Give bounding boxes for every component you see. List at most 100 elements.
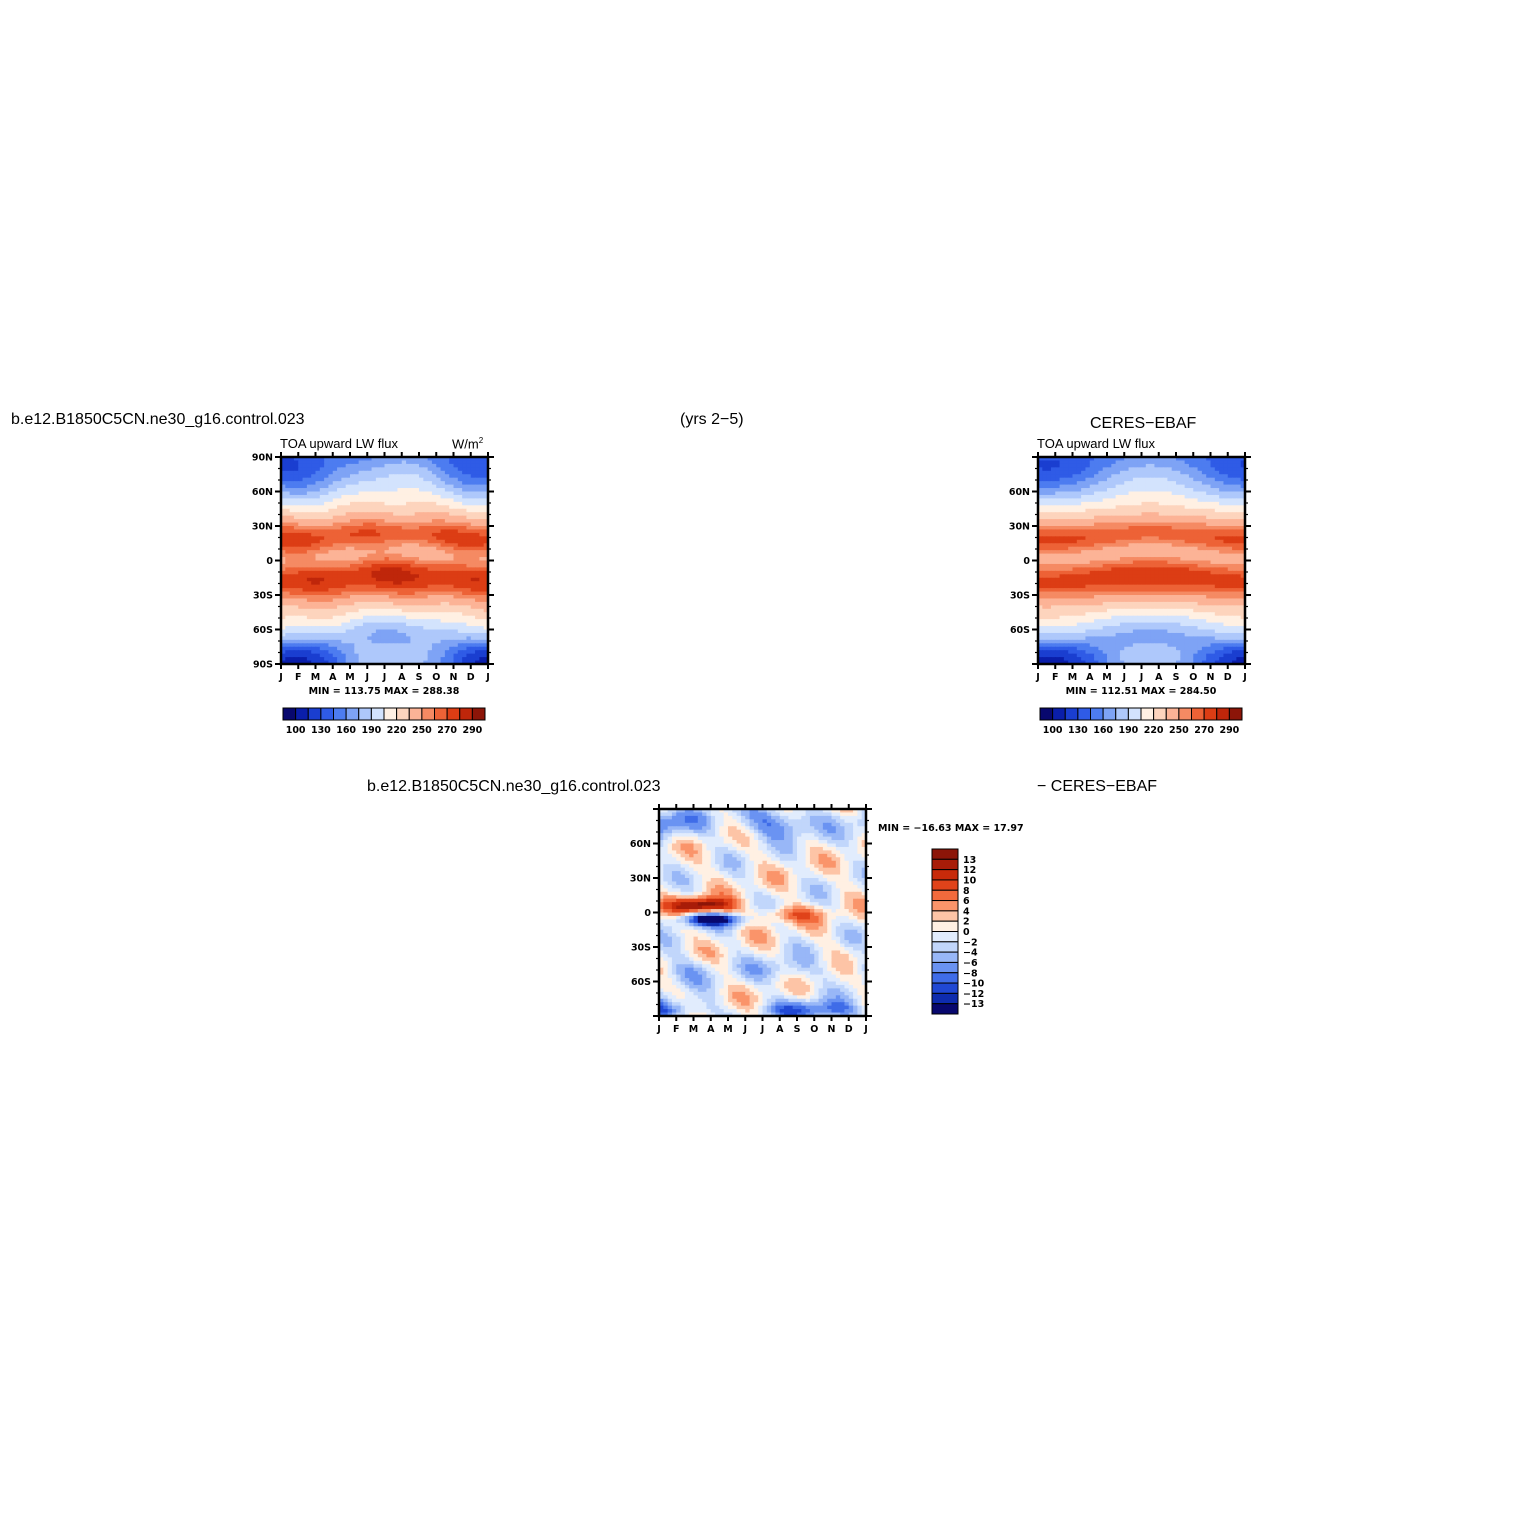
x-tick-label: A — [776, 1024, 784, 1035]
colorbar-box — [1127, 707, 1142, 721]
colorbar-box — [931, 879, 959, 891]
x-tick-label: S — [416, 672, 423, 683]
obs-colorbar: 100 130 160 190 220 250 270 290 — [1039, 707, 1243, 736]
colorbar-box — [931, 982, 959, 994]
y-tick-label: 60N — [1009, 487, 1030, 498]
colorbar-box — [931, 961, 959, 974]
colorbar-label: 270 — [1194, 725, 1214, 736]
colorbar-label: 100 — [1043, 725, 1063, 736]
x-tick-label: N — [828, 1024, 836, 1035]
colorbar-box — [1102, 707, 1117, 721]
colorbar-label: 190 — [1118, 725, 1138, 736]
case-title-bottom: b.e12.B1850C5CN.ne30_g16.control.023 — [367, 778, 661, 795]
colorbar-box — [1090, 707, 1104, 721]
colorbar-box — [333, 707, 347, 721]
colorbar-box — [1140, 707, 1155, 721]
colorbar-box — [931, 900, 959, 912]
x-tick-label: D — [845, 1024, 853, 1035]
colorbar-label: 130 — [311, 725, 331, 736]
colorbar-label: 12 — [963, 865, 976, 876]
colorbar-label: 130 — [1068, 725, 1088, 736]
colorbar-label: −10 — [963, 979, 985, 990]
x-tick-label: O — [432, 672, 440, 683]
model-units: W/m2 — [452, 436, 484, 452]
colorbar-label: 160 — [1093, 725, 1113, 736]
y-tick-label: 0 — [1023, 556, 1030, 567]
colorbar-label: 290 — [462, 725, 482, 736]
colorbar-box — [931, 858, 959, 871]
colorbar-label: 220 — [387, 725, 407, 736]
difference-minmax: MIN = −16.63 MAX = 17.97 — [878, 823, 1024, 834]
colorbar-box — [446, 707, 461, 721]
colorbar-label: −12 — [963, 989, 984, 1000]
x-tick-label: J — [760, 1024, 765, 1035]
x-tick-label: J — [1139, 672, 1144, 683]
colorbar-box — [421, 707, 435, 721]
colorbar-label: 250 — [1169, 725, 1189, 736]
colorbar-box — [408, 707, 423, 721]
x-tick-label: A — [707, 1024, 715, 1035]
y-tick-label: 30S — [631, 943, 651, 954]
y-tick-label: 60S — [631, 977, 651, 988]
x-tick-label: S — [1173, 672, 1180, 683]
colorbar-box — [1052, 707, 1066, 721]
x-tick-label: J — [278, 672, 283, 683]
y-tick-label: 30N — [1009, 522, 1030, 533]
x-tick-label: J — [382, 672, 387, 683]
x-tick-label: J — [1035, 672, 1040, 683]
colorbar-label: 190 — [361, 725, 381, 736]
x-tick-label: N — [450, 672, 458, 683]
x-tick-label: O — [1189, 672, 1197, 683]
y-tick-label: 30S — [1010, 591, 1030, 602]
model-panel-title: TOA upward LW flux — [280, 436, 399, 451]
colorbar-box — [1191, 707, 1205, 721]
colorbar-box — [931, 951, 959, 963]
x-tick-label: M — [723, 1024, 732, 1035]
colorbar-box — [931, 848, 959, 860]
y-tick-label: 0 — [266, 556, 273, 567]
case-title-top: b.e12.B1850C5CN.ne30_g16.control.023 — [11, 411, 305, 428]
y-tick-label: 30N — [252, 522, 273, 533]
x-tick-label: J — [656, 1024, 661, 1035]
colorbar-box — [931, 889, 959, 902]
colorbar-box — [320, 707, 334, 721]
model-colorbar: 100 130 160 190 220 250 270 290 — [282, 707, 486, 736]
x-tick-label: M — [345, 672, 354, 683]
x-tick-label: J — [863, 1024, 868, 1035]
colorbar-box — [1165, 707, 1180, 721]
colorbar-box — [1203, 707, 1218, 721]
colorbar-label: 6 — [963, 896, 970, 907]
colorbar-label: 290 — [1219, 725, 1239, 736]
x-tick-label: O — [810, 1024, 818, 1035]
colorbar-label: 10 — [963, 875, 977, 886]
y-tick-label: 0 — [644, 908, 651, 919]
colorbar-label: −8 — [963, 968, 978, 979]
obs-panel-title: TOA upward LW flux — [1037, 436, 1156, 451]
x-tick-label: M — [1068, 672, 1077, 683]
x-tick-label: J — [1242, 672, 1247, 683]
obs-minmax: MIN = 112.51 MAX = 284.50 — [1066, 686, 1217, 697]
colorbar-box — [358, 707, 372, 721]
x-tick-label: J — [364, 672, 369, 683]
colorbar-box — [1228, 707, 1243, 721]
colorbar-label: 270 — [437, 725, 457, 736]
colorbar-label: −4 — [963, 948, 978, 959]
colorbar-box — [307, 707, 322, 721]
colorbar-box — [931, 920, 959, 932]
colorbar-box — [282, 707, 297, 721]
x-tick-label: D — [467, 672, 475, 683]
y-tick-label: 60S — [253, 625, 273, 636]
colorbar-box — [931, 1003, 959, 1015]
colorbar-box — [931, 869, 959, 881]
x-tick-label: J — [742, 1024, 747, 1035]
x-tick-label: M — [1102, 672, 1111, 683]
colorbar-box — [370, 707, 385, 721]
x-tick-label: F — [295, 672, 302, 683]
colorbar-box — [1178, 707, 1192, 721]
x-tick-label: A — [398, 672, 406, 683]
